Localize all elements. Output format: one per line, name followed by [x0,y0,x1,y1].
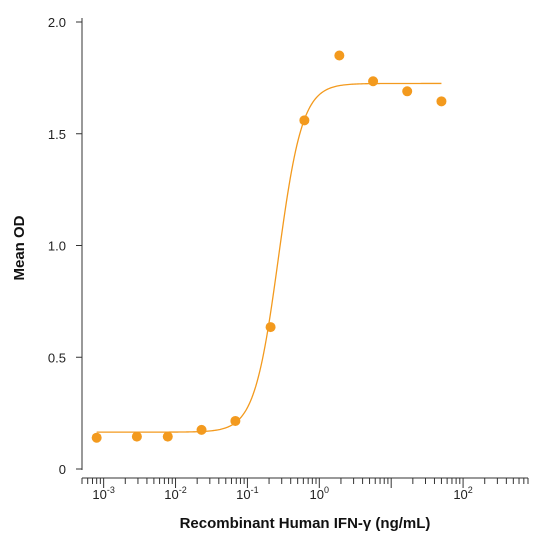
data-point-3 [196,424,207,435]
x-tick-label: 10-1 [236,485,258,502]
data-point-9 [402,86,413,97]
x-tick-label: 102 [453,485,472,502]
x-tick-label: 100 [310,485,329,502]
y-tick-label: 0.5 [48,350,66,365]
data-point-4 [230,415,241,426]
data-point-5 [265,322,276,333]
x-axis-title: Recombinant Human IFN-γ (ng/mL) [180,515,431,532]
x-tick-label: 10-3 [92,485,114,502]
data-point-1 [131,431,142,442]
y-tick-label: 1.0 [48,239,66,254]
x-tick-label: 10-2 [164,485,186,502]
y-tick-label: 0 [59,462,66,477]
y-ticks: 0 0.5 1.0 1.5 2.0 [48,15,82,477]
data-point-2 [162,431,173,442]
y-axis-title: Mean OD [11,215,28,280]
x-ticks: 10-3 10-2 10-1 100 102 [81,478,529,502]
data-point-10 [436,96,447,107]
data-point-7 [334,50,345,61]
y-tick-label: 2.0 [48,15,66,30]
fit-curve [96,82,442,433]
data-points [91,50,447,443]
data-point-8 [368,76,379,87]
data-point-0 [91,432,102,443]
data-point-6 [299,115,310,126]
y-tick-label: 1.5 [48,127,66,142]
